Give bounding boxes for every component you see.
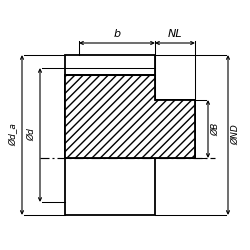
Text: Ød_a: Ød_a xyxy=(9,124,18,146)
Text: ØB: ØB xyxy=(211,122,220,136)
Text: NL: NL xyxy=(168,29,182,39)
Polygon shape xyxy=(65,55,155,215)
Text: b: b xyxy=(114,29,120,39)
Polygon shape xyxy=(65,75,195,158)
Text: ØND: ØND xyxy=(231,124,240,146)
Polygon shape xyxy=(155,100,195,158)
Text: Ød: Ød xyxy=(27,128,36,141)
